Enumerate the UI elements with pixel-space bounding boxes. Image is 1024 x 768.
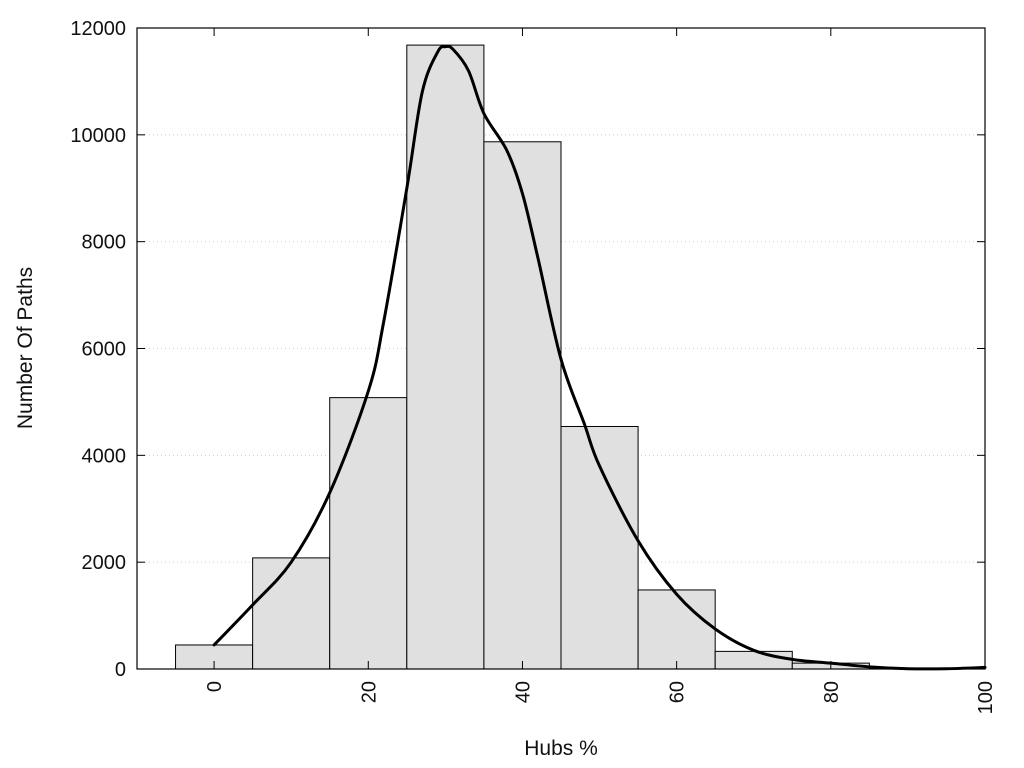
x-tick-label-2: 40 [512, 681, 534, 703]
bar-7 [714, 650, 793, 670]
y-axis-label: Number Of Paths [14, 267, 37, 429]
y-tick-label-4: 8000 [82, 232, 127, 254]
bar-2 [329, 397, 408, 670]
x-axis-label: Hubs % [524, 737, 598, 760]
density-curve [212, 44, 987, 671]
bar-4 [483, 141, 562, 670]
y-tick-label-2: 4000 [82, 445, 127, 467]
x-tick-label-3: 60 [667, 681, 689, 703]
y-tick-label-3: 6000 [82, 339, 127, 361]
bar-6 [637, 589, 716, 670]
y-tick-label-6: 12000 [70, 18, 126, 40]
x-tick-label-0: 0 [204, 681, 226, 692]
y-tick-label-0: 0 [115, 659, 126, 681]
y-tick-label-5: 10000 [70, 125, 126, 147]
x-tick-label-5: 100 [975, 681, 997, 714]
bar-1 [252, 557, 331, 670]
y-tick-label-1: 2000 [82, 552, 127, 574]
bar-3 [406, 44, 485, 670]
axis-ticks: 0 2000 4000 6000 8000 10000 12000 0 20 40 60 80 100 [70, 18, 997, 714]
x-tick-label-1: 20 [358, 681, 380, 703]
x-tick-label-4: 80 [821, 681, 843, 703]
